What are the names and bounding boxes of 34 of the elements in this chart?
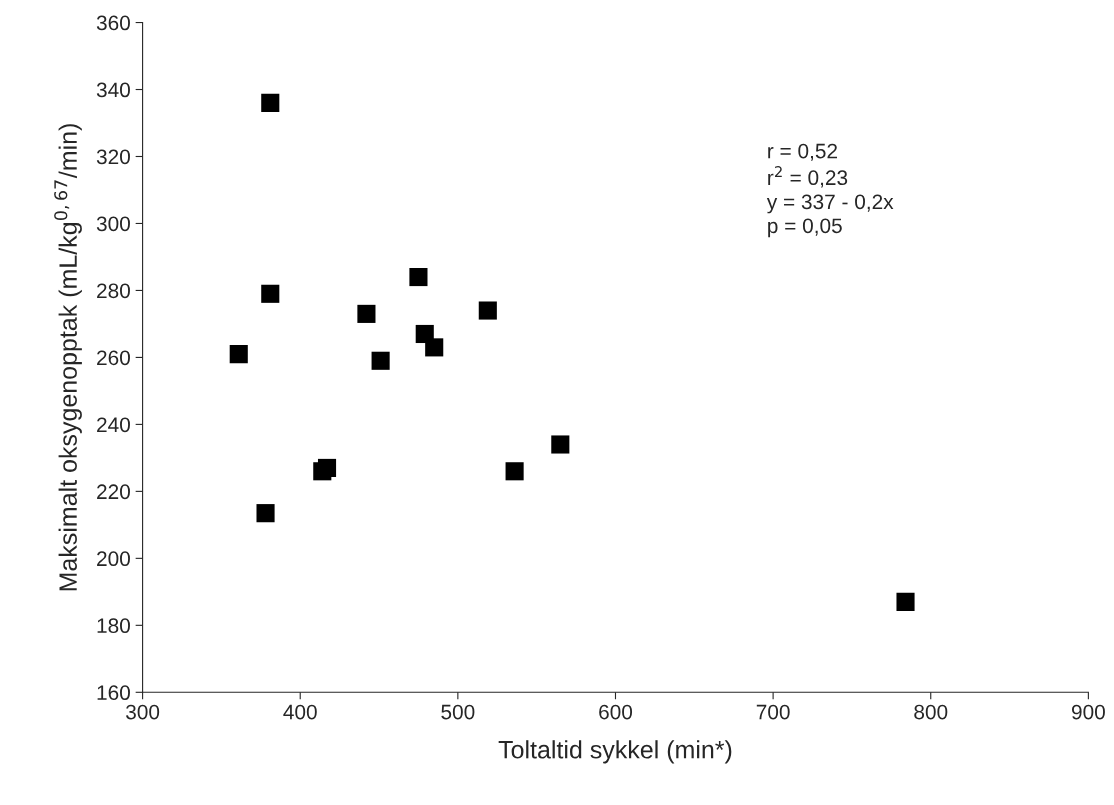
y-tick-label: 360	[96, 15, 130, 31]
point	[551, 435, 570, 454]
y-tick-label: 180	[97, 618, 130, 634]
y-axis-title: Maksimalt oksygenopptak (mL/kg$^{0,67}$/min)	[54, 124, 82, 591]
point	[478, 301, 497, 320]
point	[357, 304, 376, 323]
point	[505, 462, 524, 481]
y-tick-label: 240	[97, 417, 130, 433]
y-tick-label: 340	[96, 82, 130, 98]
annotation: r = 0,52 r$^{2}$ = 0,23 y = 337 - 0,2x p = 0,05	[766, 143, 894, 238]
x-tick-label: 700	[756, 704, 790, 720]
y-tick-label: 300	[96, 216, 130, 232]
y-tick-label: 260	[97, 350, 130, 366]
x-axis-title: Toltaltid sykkel (min*)	[498, 740, 732, 764]
point	[317, 458, 337, 477]
point	[261, 284, 280, 303]
y-tick-label: 200	[97, 551, 130, 567]
x-tick-label: 500	[441, 704, 475, 720]
x-tick-label: 400	[283, 704, 317, 720]
point	[256, 504, 275, 523]
point	[896, 592, 915, 611]
point	[229, 345, 248, 364]
x-tick-label: 800	[914, 704, 948, 720]
y-tick-label: 280	[97, 283, 130, 299]
point	[371, 351, 390, 370]
x-tick-label: 900	[1071, 704, 1105, 720]
x-tick-label: 300	[126, 704, 160, 720]
x-tick-label: 600	[599, 704, 633, 720]
y-tick-label: 160	[97, 685, 130, 701]
y-tick-label: 220	[97, 484, 130, 500]
y-tick-label: 320	[96, 149, 130, 165]
point	[425, 338, 444, 357]
point	[409, 267, 428, 287]
point	[261, 93, 280, 112]
